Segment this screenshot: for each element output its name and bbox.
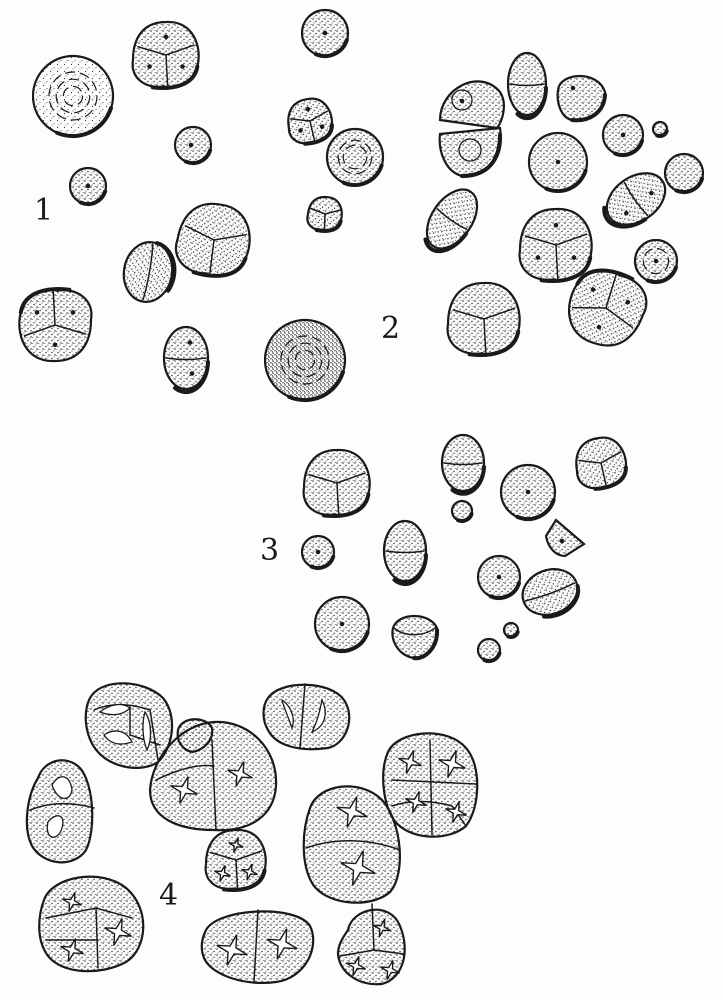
- pollen-dyad: [262, 683, 351, 751]
- pollen-grain: [31, 54, 115, 139]
- pollen-grain: [527, 131, 589, 194]
- pollen-grain: [651, 120, 669, 138]
- pollen-grain: [300, 534, 336, 571]
- pollen-tetrad: [575, 436, 628, 491]
- pollen-tetrad: [18, 287, 93, 363]
- pollen-grain: [499, 463, 557, 522]
- pollen-grain: [633, 238, 679, 284]
- pollen-dyad: [122, 241, 177, 303]
- pollen-tetrad: [174, 202, 251, 278]
- pollen-dyad: [440, 433, 486, 496]
- pollen-grain-split: [438, 80, 505, 178]
- pollen-grain: [173, 125, 213, 166]
- pollen-grain: [325, 127, 385, 188]
- pollen-tetrad: [567, 268, 648, 347]
- pollen-tetrad: [518, 207, 593, 283]
- pollen-tetrad: [446, 281, 521, 357]
- pollen-grain: [313, 595, 371, 654]
- figure-label-2: 2: [381, 311, 401, 346]
- pollen-grain: [502, 621, 520, 639]
- pollen-tetrad: [382, 732, 479, 838]
- figure-label-1: 1: [34, 193, 54, 228]
- pollen-dyad-large: [200, 909, 315, 984]
- pollen-grain: [556, 75, 607, 123]
- pollen-grain: [68, 166, 108, 207]
- pollen-tetrad: [84, 682, 174, 769]
- pollen-dyad: [162, 325, 210, 395]
- pollen-grain: [450, 499, 474, 523]
- pollen-grain: [476, 554, 522, 600]
- pollen-grain: [300, 8, 350, 58]
- pollen-tetrad: [336, 903, 406, 986]
- pollen-tetrad-large: [148, 718, 278, 832]
- pollen-dyad: [506, 51, 548, 121]
- figure-label-3: 3: [260, 533, 280, 568]
- pollen-grain: [544, 518, 586, 558]
- pollen-dyad: [521, 568, 581, 619]
- pollen-dyad: [25, 759, 95, 864]
- figure-label-4: 4: [159, 878, 179, 913]
- pollen-dyad: [602, 172, 667, 229]
- pollen-grain: [391, 615, 440, 661]
- pollen-grain: [263, 318, 347, 403]
- pollen-dyad: [423, 188, 479, 254]
- pollen-dyad: [382, 519, 428, 586]
- pollen-grain: [601, 113, 645, 158]
- pollen-tetrad: [287, 97, 334, 146]
- pollen-dyad-large: [302, 785, 401, 904]
- pollen-tetrad: [204, 828, 267, 892]
- pollen-tetrad: [131, 20, 200, 90]
- pollen-tetrad: [38, 875, 145, 973]
- pollen-grain: [476, 637, 502, 663]
- pollen-grain: [663, 152, 705, 195]
- pollen-tetrad: [302, 448, 371, 518]
- pollen-tetrad: [306, 195, 343, 233]
